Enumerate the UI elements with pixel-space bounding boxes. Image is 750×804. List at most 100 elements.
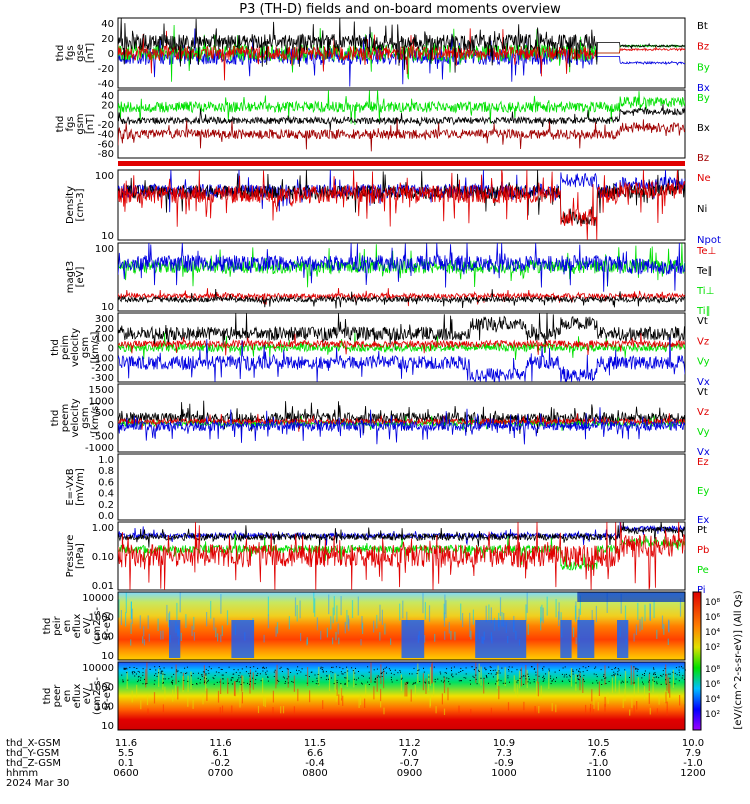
spectrogram-streak bbox=[575, 637, 577, 645]
spectrogram-speckle bbox=[361, 674, 363, 676]
spectrogram-speckle bbox=[203, 682, 205, 684]
spectrogram-speckle bbox=[470, 683, 471, 685]
spectrogram-streak bbox=[318, 666, 320, 686]
spectrogram-speckle bbox=[252, 677, 254, 679]
spectrogram-speckle bbox=[621, 680, 623, 682]
spectrogram-streak bbox=[130, 601, 132, 619]
spectrogram-speckle bbox=[527, 673, 529, 675]
spectrogram-speckle bbox=[317, 683, 319, 685]
spectrogram-speckle bbox=[494, 669, 496, 671]
spectrogram-streak bbox=[454, 631, 456, 641]
spectrogram-speckle bbox=[231, 677, 233, 678]
spectrogram-speckle bbox=[332, 672, 334, 674]
ylabel-line: thd bbox=[42, 688, 53, 705]
spectrogram-speckle bbox=[600, 669, 602, 671]
spectrogram-speckle bbox=[543, 666, 545, 668]
spectrogram-speckle bbox=[550, 675, 552, 677]
spectrogram-streak bbox=[444, 594, 446, 615]
spectrogram-speckle bbox=[529, 682, 531, 684]
spectrogram-streak bbox=[622, 698, 624, 708]
trace-bt bbox=[118, 18, 685, 73]
colorbar-tick-label: 10⁶ bbox=[705, 680, 720, 690]
spectrogram-speckle bbox=[636, 670, 638, 672]
spectrogram-speckle bbox=[620, 682, 622, 684]
spectrogram-streak bbox=[153, 692, 156, 704]
legend-entry: By bbox=[697, 62, 710, 73]
spectrogram-streak bbox=[499, 597, 502, 617]
spectrogram-streak bbox=[164, 686, 166, 700]
spectrogram-speckle bbox=[475, 667, 477, 669]
spectrogram-streak bbox=[174, 685, 177, 699]
spectrogram-streak bbox=[648, 692, 650, 704]
spectrogram-speckle bbox=[416, 673, 418, 674]
panel-5: thd peim velocity gsm [km/s] 3002001000-100-2… bbox=[50, 312, 710, 388]
spectrogram-speckle bbox=[683, 679, 685, 680]
ylabel-line: velocity bbox=[70, 328, 81, 367]
spectrogram-speckle bbox=[297, 666, 299, 668]
y-tick-label: 500 bbox=[95, 408, 114, 419]
spectrogram-speckle bbox=[250, 672, 252, 674]
spectrogram-speckle bbox=[199, 682, 201, 684]
spectrogram-streak bbox=[633, 666, 635, 686]
x-axis-tick-label: 0900 bbox=[397, 768, 422, 779]
spectrogram-streak bbox=[555, 704, 557, 713]
spectrogram-speckle bbox=[535, 671, 537, 673]
spectrogram-speckle bbox=[375, 681, 376, 683]
spectrogram-speckle bbox=[308, 676, 310, 677]
spectrogram-streak bbox=[611, 677, 613, 694]
spectrogram-speckle bbox=[411, 673, 413, 675]
spectrogram-speckle bbox=[232, 677, 234, 679]
spectrogram-speckle bbox=[653, 668, 655, 670]
y-tick-label: 10 bbox=[101, 302, 114, 313]
panel-3-traces bbox=[118, 170, 685, 240]
spectrogram-speckle bbox=[489, 666, 491, 668]
spectrogram-speckle bbox=[572, 673, 574, 675]
legend-entry: Vy bbox=[697, 357, 710, 368]
spectrogram-speckle bbox=[176, 671, 178, 673]
spectrogram-speckle bbox=[237, 679, 239, 681]
spectrogram-speckle bbox=[325, 679, 327, 681]
spectrogram-speckle bbox=[344, 682, 346, 684]
spectrogram-speckle bbox=[231, 683, 233, 685]
ylabel-line: peem bbox=[60, 404, 71, 432]
spectrogram-speckle bbox=[413, 682, 415, 684]
spectrogram-speckle bbox=[212, 677, 214, 679]
spectrogram-streak bbox=[136, 684, 138, 699]
spectrogram-speckle bbox=[264, 667, 266, 669]
spectrogram-speckle bbox=[172, 679, 174, 681]
spectrogram-speckle bbox=[205, 674, 207, 676]
spectrogram-speckle bbox=[140, 677, 142, 679]
spectrogram-streak bbox=[450, 631, 452, 640]
spectrogram-speckle bbox=[144, 678, 145, 680]
spectrogram-speckle bbox=[381, 671, 383, 673]
ylabel-line: peir bbox=[52, 615, 63, 635]
spectrogram-speckle bbox=[210, 668, 212, 670]
spectrogram-speckle bbox=[608, 681, 610, 682]
panel-1: thd fgs gse [nT] 40 20 0 -20 -40 Bt Bz By Bx bbox=[55, 17, 710, 94]
spectrogram-streak bbox=[381, 609, 383, 625]
spectrogram-streak bbox=[241, 675, 243, 692]
spectrogram-streak bbox=[433, 682, 435, 697]
spectrogram-speckle bbox=[624, 669, 626, 671]
spectrogram-speckle bbox=[604, 677, 606, 679]
spectrogram-band bbox=[577, 620, 595, 658]
spectrogram-streak bbox=[272, 707, 274, 714]
trace-by bbox=[118, 90, 685, 126]
spectrogram-speckle bbox=[413, 667, 415, 669]
spectrogram-speckle bbox=[218, 667, 220, 669]
spectrogram-speckle bbox=[214, 675, 216, 676]
spectrogram-speckle bbox=[562, 667, 564, 669]
spectrogram-streak bbox=[282, 706, 285, 714]
spectrogram-speckle bbox=[632, 682, 634, 684]
x-axis-tick-label: 11.6 bbox=[209, 738, 231, 749]
spectrogram-speckle bbox=[492, 676, 494, 678]
spectrogram-streak bbox=[187, 675, 189, 692]
spectrogram-speckle bbox=[249, 680, 251, 682]
spectrogram-speckle bbox=[204, 680, 206, 682]
spectrogram-streak bbox=[496, 671, 498, 689]
spectrogram-speckle bbox=[123, 667, 125, 669]
spectrogram-speckle bbox=[139, 671, 140, 673]
legend-entry: Npot bbox=[697, 235, 721, 246]
spectrogram-streak bbox=[515, 680, 517, 695]
spectrogram-speckle bbox=[185, 673, 187, 674]
